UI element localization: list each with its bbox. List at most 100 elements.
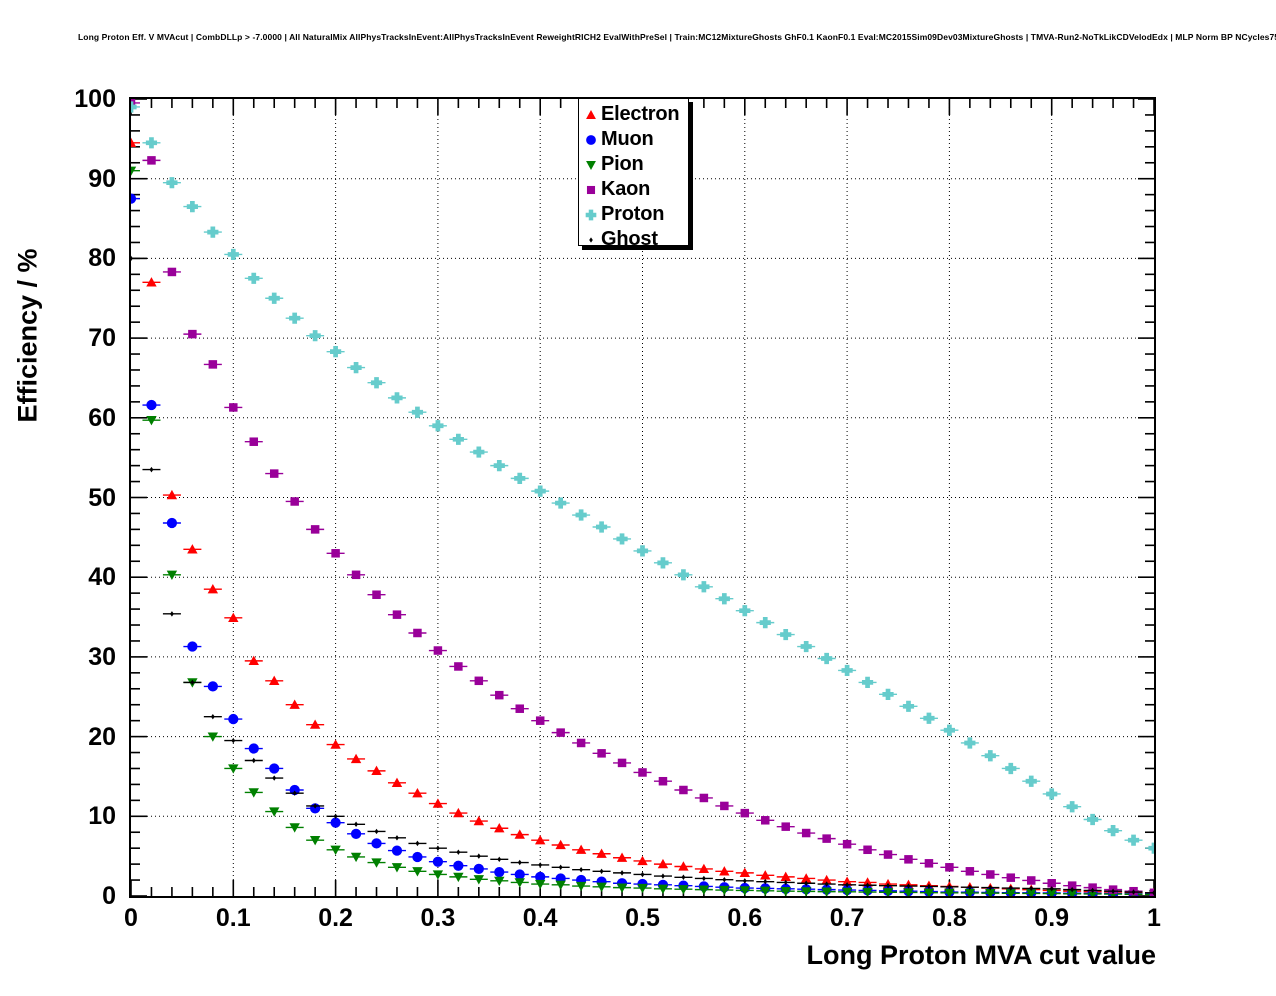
marker-triangle-down-icon [678,885,689,895]
marker-cross-icon [616,533,628,545]
marker-cross-icon [186,200,198,213]
marker-triangle-up-icon [187,544,198,554]
marker-square-icon [1067,881,1077,890]
marker-triangle-up-icon [780,871,791,882]
legend-square-icon [581,181,601,199]
marker-circle-icon [330,817,341,828]
marker-triangle-down-icon [780,887,791,896]
marker-triangle-down-icon [637,883,648,894]
marker-circle-icon [432,856,444,867]
marker-triangle-down-icon [248,788,259,798]
marker-square-icon [986,870,995,879]
marker-triangle-down-icon [841,887,853,896]
marker-dot-icon [497,856,502,863]
marker-triangle-up-icon [862,877,873,887]
marker-cross-icon [739,605,751,617]
x-tick-label: 0 [124,904,138,932]
legend-item-ghost[interactable]: Ghost [581,227,688,252]
x-tick-label: 0.7 [829,904,865,932]
marker-dot-icon [579,866,584,873]
marker-triangle-up-icon [821,874,832,885]
marker-triangle-down-icon [371,858,382,868]
marker-cross-icon [575,509,587,521]
y-tick-label: 30 [88,642,116,671]
marker-triangle-down-icon [166,570,178,581]
marker-triangle-down-icon [555,880,566,891]
marker-square-icon [167,267,177,277]
marker-triangle-down-icon [228,764,239,774]
marker-triangle-down-icon [432,870,444,880]
marker-square-icon [638,768,647,777]
y-tick-label: 20 [88,722,116,751]
marker-triangle-up-icon [269,675,280,685]
marker-triangle-down-icon [453,872,464,883]
marker-square-icon [269,469,279,478]
marker-circle-icon [453,860,464,871]
marker-triangle-down-icon [494,876,505,887]
marker-square-icon [740,808,750,818]
legend-label: Pion [601,153,644,175]
marker-square-icon [208,360,218,369]
marker-dot-icon [272,775,277,781]
marker-cross-icon [514,472,526,484]
x-tick-label: 0.2 [318,904,353,932]
marker-triangle-down-icon [616,883,628,893]
marker-triangle-up-icon [166,489,178,500]
marker-triangle-down-icon [862,887,873,896]
legend-item-pion[interactable]: Pion [581,152,688,177]
marker-dot-icon [251,757,256,764]
marker-triangle-up-icon [289,699,300,709]
y-axis-title: Efficiency / % [12,248,43,423]
legend-item-electron[interactable]: Electron [581,102,688,127]
legend-box: Electron Muon Pion Kaon Proton Ghost [578,98,689,250]
marker-square-icon [822,834,831,843]
marker-triangle-up-icon [432,798,444,808]
marker-cross-icon [131,101,137,113]
marker-square-icon [1088,883,1097,892]
y-tick-label: 70 [88,324,116,353]
marker-triangle-up-icon [228,612,239,623]
marker-triangle-up-icon [657,858,669,869]
marker-triangle-down-icon [821,887,832,896]
marker-cross-icon [1107,825,1119,837]
marker-triangle-down-icon [146,416,157,426]
marker-cross-icon [227,248,239,261]
legend-item-proton[interactable]: Proton [581,202,688,227]
legend-item-kaon[interactable]: Kaon [581,177,688,202]
marker-triangle-down-icon [575,881,587,892]
marker-square-icon [351,570,361,580]
marker-triangle-down-icon [800,887,812,896]
marker-dot-icon [1049,886,1054,892]
marker-square-icon [863,845,872,855]
marker-triangle-up-icon [473,815,485,826]
marker-triangle-up-icon [575,844,587,854]
marker-circle-icon [228,713,239,725]
marker-dot-icon [640,871,645,878]
marker-dot-icon [333,813,338,820]
marker-cross-icon [657,557,669,569]
marker-triangle-down-icon [535,879,546,890]
marker-dot-icon [395,835,399,841]
marker-cross-icon [677,569,690,581]
marker-cross-icon [861,676,874,689]
marker-dot-icon [701,875,706,882]
marker-triangle-down-icon [903,888,914,896]
marker-square-icon [249,437,259,446]
marker-cross-icon [534,485,546,497]
marker-dot-icon [1152,890,1154,896]
marker-square-icon [495,690,504,700]
marker-square-icon [842,839,852,849]
marker-triangle-up-icon [371,765,382,776]
legend-item-muon[interactable]: Muon [581,127,688,152]
marker-dot-icon [374,828,379,835]
marker-triangle-up-icon [412,787,423,798]
marker-dot-icon [131,255,133,262]
y-tick-label: 60 [88,403,116,432]
marker-square-icon [576,738,586,748]
marker-triangle-up-icon [309,719,321,729]
marker-cross-icon [759,617,771,629]
marker-triangle-down-icon [944,888,955,896]
marker-dot-icon [783,879,788,886]
plot-title: Long Proton Eff. V MVAcut | CombDLLp > -… [78,32,1276,42]
y-tick-label: 50 [88,483,116,512]
